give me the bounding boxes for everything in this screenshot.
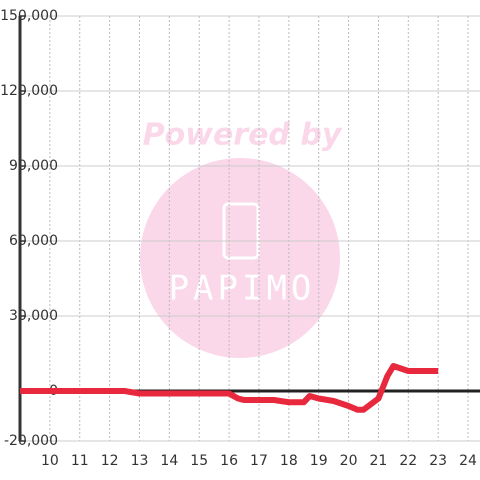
y-tick-label: 30,000 [9, 308, 58, 324]
data-line [20, 363, 439, 413]
y-tick-label: 90,000 [9, 158, 58, 174]
x-tick-label: 14 [160, 453, 178, 469]
y-tick-label: 150,000 [0, 8, 58, 24]
x-tick-label: 23 [429, 453, 447, 469]
x-tick-label: 13 [131, 453, 149, 469]
x-tick-label: 16 [220, 453, 238, 469]
watermark: Powered by PAPIMO [140, 118, 343, 358]
y-tick-label: -20,000 [4, 433, 58, 449]
y-tick-label: 60,000 [9, 233, 58, 249]
x-tick-label: 19 [310, 453, 328, 469]
x-tick-label: 20 [340, 453, 358, 469]
watermark-logo: PAPIMO [169, 269, 316, 309]
x-tick-label: 12 [101, 453, 119, 469]
x-tick-label: 10 [41, 453, 59, 469]
x-tick-label: 11 [71, 453, 89, 469]
x-tick-label: 24 [459, 453, 477, 469]
x-tick-label: 18 [280, 453, 298, 469]
watermark-text: Powered by [143, 118, 343, 153]
x-tick-label: 21 [370, 453, 388, 469]
x-tick-label: 22 [399, 453, 417, 469]
watermark-phone [222, 202, 260, 260]
y-tick-label: 120,000 [0, 83, 58, 99]
x-tick-label: 17 [250, 453, 268, 469]
x-tick-label: 15 [190, 453, 208, 469]
